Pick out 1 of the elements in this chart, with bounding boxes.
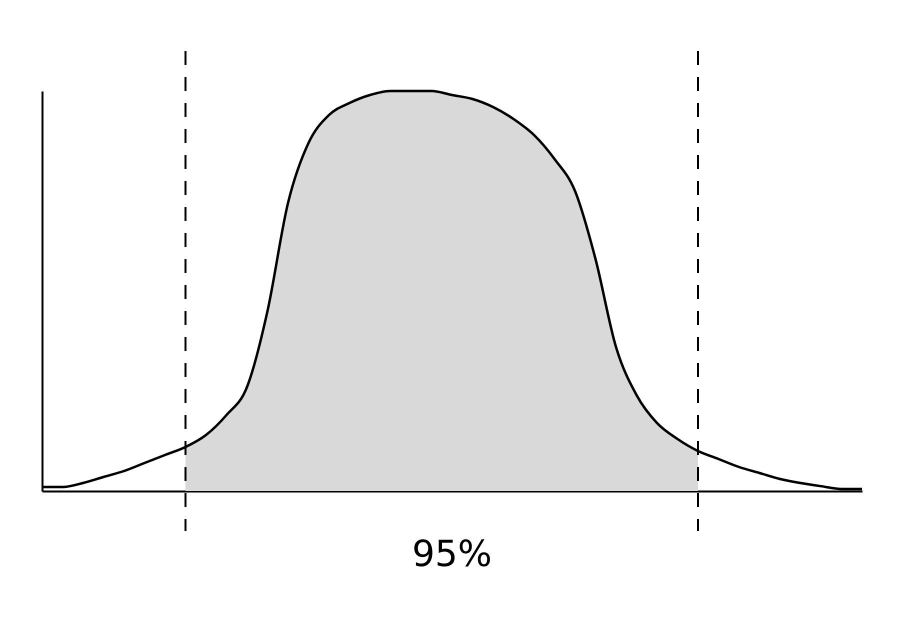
text: 95% [412, 534, 492, 575]
